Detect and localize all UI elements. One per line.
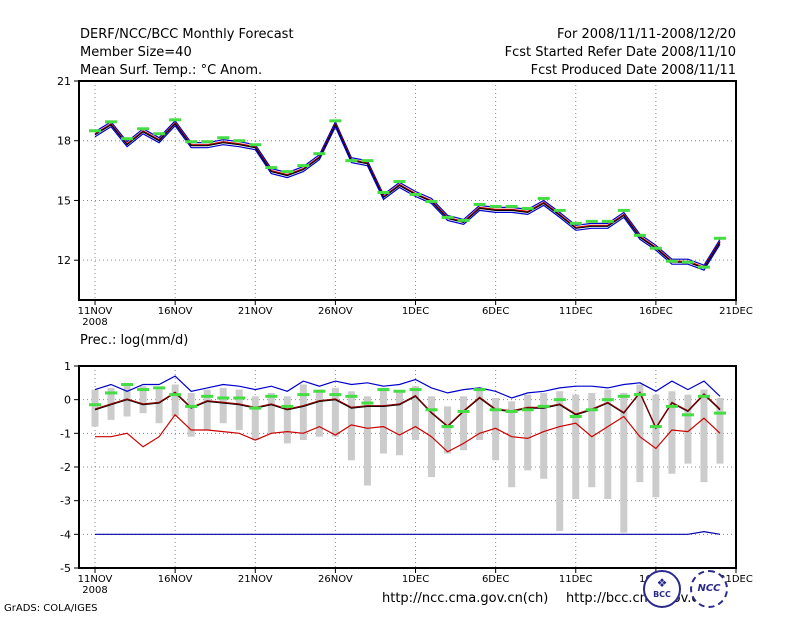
prec-range-bar <box>620 392 628 533</box>
temp-x-tick-label: 6DEC <box>482 306 509 317</box>
prec-range-bar <box>668 391 676 474</box>
prec-range-bar <box>476 389 484 441</box>
forecast-period: For 2008/11/11-2008/12/20 <box>557 27 736 42</box>
temp-plot-frame <box>78 80 737 301</box>
temp-series-lower <box>94 124 721 271</box>
ncc-logo: NCC <box>690 570 728 608</box>
prec-x-tick-label: 21NOV <box>238 574 273 585</box>
prec-y-tick-label: 1 <box>64 360 71 373</box>
bcc-logo-swirl-icon: ❖ <box>656 576 668 590</box>
prec-y-tick-label: 0 <box>64 394 71 407</box>
temp-y-tick-label: 15 <box>57 194 71 207</box>
temp-series-mean <box>94 122 721 269</box>
prec-range-bar <box>684 394 692 464</box>
prec-y-tick-label: -3 <box>60 495 71 508</box>
prec-range-bar <box>315 389 323 437</box>
temp-x-tick-label: 21DEC <box>719 306 753 317</box>
prec-range-bar <box>363 396 371 486</box>
prec-x-tick-label: 11NOV <box>78 574 113 585</box>
prec-range-bar <box>331 387 339 437</box>
prec-year-label: 2008 <box>82 585 107 596</box>
prec-x-tick-label: 11DEC <box>559 574 593 585</box>
prec-range-bar <box>460 396 468 451</box>
prec-range-bar <box>604 389 612 499</box>
prec-series-upper <box>94 375 721 399</box>
prec-range-bar <box>203 389 211 430</box>
temp-year-label: 2008 <box>82 317 107 328</box>
prec-x-tick-label: 21DEC <box>719 574 753 585</box>
prec-range-bar <box>91 389 99 427</box>
prec-y-tick-label: -4 <box>60 528 71 541</box>
prec-series-red <box>95 413 721 453</box>
prec-range-bar <box>588 392 596 488</box>
forecast-produced-date: Fcst Produced Date 2008/11/11 <box>530 63 736 78</box>
prec-x-tick-label: 1DEC <box>402 574 429 585</box>
prec-range-bar <box>572 394 580 499</box>
prec-range-bar <box>299 384 307 441</box>
temp-x-tick-label: 11DEC <box>559 306 593 317</box>
ncc-logo-text: NCC <box>697 583 721 594</box>
temp-y-tick-label: 12 <box>57 254 71 267</box>
bcc-logo-text: BCC <box>653 590 671 599</box>
prec-range-bar <box>283 396 291 444</box>
prec-range-bar <box>267 392 275 434</box>
prec-x-tick-label: 16NOV <box>158 574 193 585</box>
prec-y-tick-label: -1 <box>60 427 71 440</box>
prec-range-bar <box>171 384 179 417</box>
prec-range-bar <box>395 391 403 456</box>
prec-range-bar <box>347 391 355 461</box>
prec-range-bar <box>155 389 163 424</box>
prec-range-bar <box>524 394 532 471</box>
prec-range-bar <box>251 396 259 441</box>
temp-x-tick-label: 21NOV <box>238 306 273 317</box>
chart-title: DERF/NCC/BCC Monthly Forecast <box>80 27 294 42</box>
grads-credit: GrADS: COLA/IGES <box>4 603 98 614</box>
temp-series-red <box>94 121 721 268</box>
prec-range-bar <box>444 406 452 454</box>
prec-series-lower-bound <box>95 530 721 535</box>
prec-range-bar <box>508 401 516 488</box>
prec-range-bar <box>636 384 644 483</box>
prec-range-bar <box>412 386 420 441</box>
prec-x-tick-label: 26NOV <box>318 574 353 585</box>
ncc-url[interactable]: http://ncc.cma.gov.cn(ch) <box>382 591 549 606</box>
temp-x-tick-label: 11NOV <box>78 306 113 317</box>
prec-range-bar <box>540 392 548 479</box>
prec-range-bar <box>379 387 387 454</box>
variable-label: Mean Surf. Temp.: °C Anom. <box>80 63 263 78</box>
temp-series-upper <box>94 119 721 266</box>
prec-range-bar <box>235 389 243 430</box>
prec-range-bar <box>187 392 195 437</box>
temp-y-tick-label: 18 <box>57 135 71 148</box>
temp-x-tick-label: 26NOV <box>318 306 353 317</box>
temp-y-tick-label: 21 <box>57 75 71 88</box>
temp-x-tick-label: 1DEC <box>402 306 429 317</box>
bcc-logo: ❖ BCC <box>643 570 681 608</box>
prec-y-tick-label: -2 <box>60 461 71 474</box>
precip-label: Prec.: log(mm/d) <box>80 333 189 348</box>
prec-range-bar <box>492 397 500 461</box>
prec-range-bar <box>139 386 147 414</box>
prec-range-bar <box>652 394 660 498</box>
temperature-chart: 12 15 18 21 11NOV 16NOV 21NOV 26NOV 1DEC 6DEC 11DE… <box>57 75 753 328</box>
prec-y-tick-label: -5 <box>60 562 71 575</box>
prec-x-tick-label: 6DEC <box>482 574 509 585</box>
prec-series-dark-red <box>94 391 721 429</box>
member-size-label: Member Size=40 <box>80 45 192 60</box>
prec-range-bar <box>219 387 227 424</box>
temp-x-tick-label: 16NOV <box>158 306 193 317</box>
prec-range-bar <box>556 391 564 531</box>
forecast-start-date: Fcst Started Refer Date 2008/11/10 <box>504 45 736 60</box>
prec-range-bar <box>716 397 724 464</box>
bcc-url[interactable]: http://bcc.cma.gov.cn <box>566 591 707 606</box>
prec-range-bar <box>700 389 708 483</box>
temp-x-tick-label: 16DEC <box>639 306 673 317</box>
